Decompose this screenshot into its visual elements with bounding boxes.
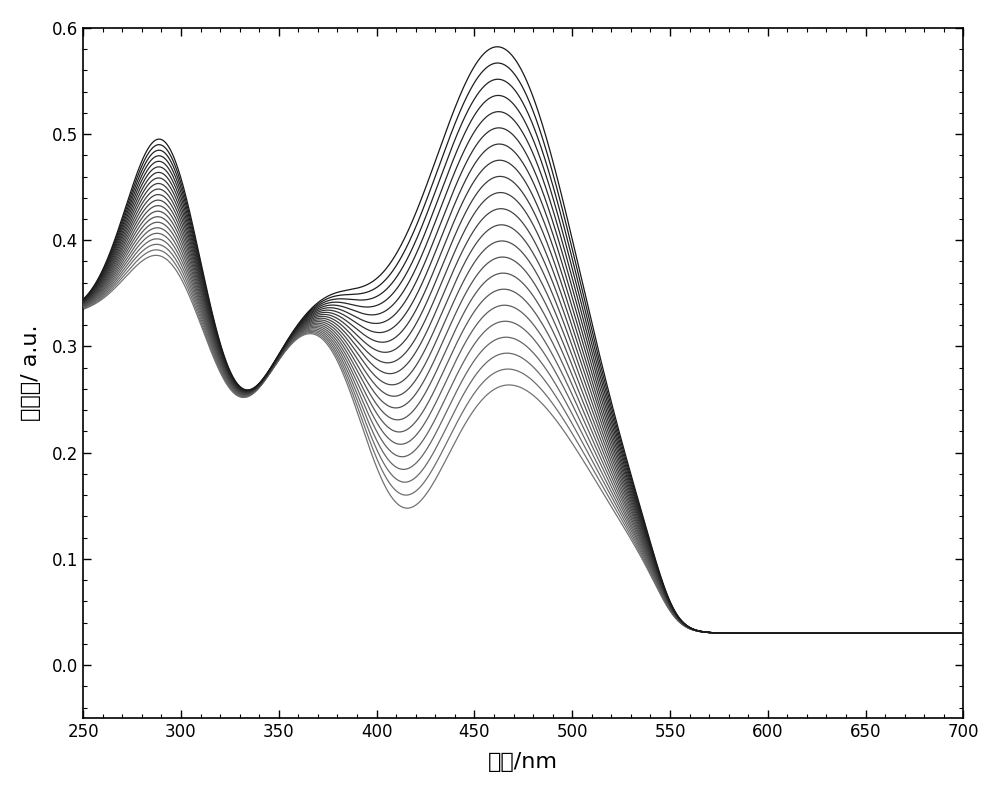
X-axis label: 波长/nm: 波长/nm [488,753,558,772]
Y-axis label: 吸光度/ a.u.: 吸光度/ a.u. [21,325,41,421]
